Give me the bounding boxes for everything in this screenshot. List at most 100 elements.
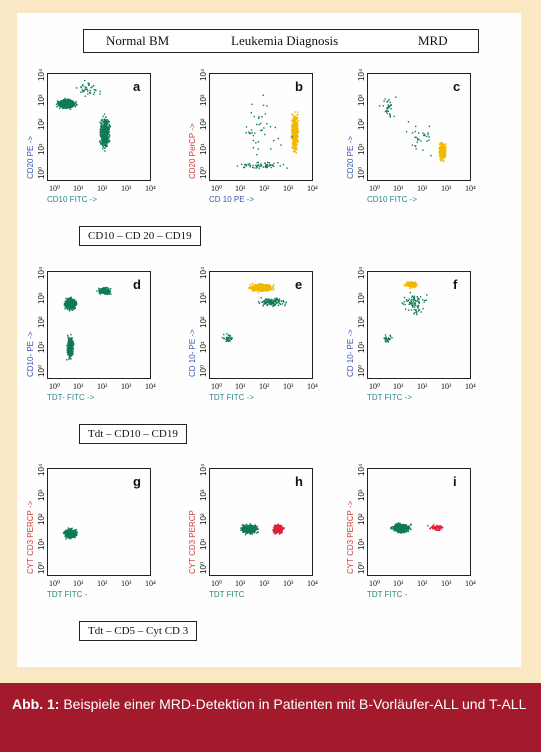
event-point xyxy=(65,536,67,538)
event-point xyxy=(417,310,420,312)
event-point xyxy=(59,107,61,110)
event-point xyxy=(295,135,297,138)
event-point xyxy=(102,142,104,144)
event-point xyxy=(75,530,77,532)
event-point xyxy=(266,299,268,301)
event-point xyxy=(292,136,294,138)
event-point xyxy=(386,101,388,103)
event-point xyxy=(267,300,269,302)
flow-plot-e: 10⁰ 10¹ 10² 10³ 10⁴ 10⁰ 10¹ 10² 10³ 10⁴ CD 10- PE … xyxy=(188,267,318,402)
event-point xyxy=(66,351,69,353)
event-point xyxy=(74,533,76,535)
event-point xyxy=(262,166,264,168)
event-point xyxy=(428,125,431,128)
event-point xyxy=(405,131,408,133)
event-point xyxy=(388,339,391,341)
event-point xyxy=(439,142,442,144)
event-point xyxy=(70,358,72,360)
event-point xyxy=(88,84,90,86)
event-point xyxy=(422,299,424,301)
event-point xyxy=(68,299,70,302)
event-point xyxy=(294,139,296,142)
event-point xyxy=(69,309,71,312)
event-point xyxy=(260,289,263,292)
event-point xyxy=(83,90,85,92)
event-point xyxy=(68,529,71,531)
event-point xyxy=(269,301,271,303)
event-point xyxy=(102,145,105,148)
event-point xyxy=(103,122,106,124)
event-point xyxy=(260,164,263,166)
event-point xyxy=(387,110,389,113)
panel-letter: c xyxy=(453,79,461,94)
event-point xyxy=(292,150,294,153)
event-point xyxy=(100,135,102,138)
event-point xyxy=(273,162,275,165)
event-point xyxy=(107,293,109,295)
event-point xyxy=(255,287,257,289)
event-point xyxy=(108,139,111,142)
event-point xyxy=(72,344,75,347)
x-tick-label: 10⁴ xyxy=(145,184,156,193)
event-point xyxy=(268,286,270,288)
event-point xyxy=(108,128,110,131)
event-point xyxy=(258,289,260,291)
event-point xyxy=(72,103,75,105)
event-point xyxy=(65,304,67,307)
event-point xyxy=(104,291,106,293)
event-point xyxy=(69,350,72,352)
event-point xyxy=(417,304,420,307)
event-point xyxy=(105,126,108,128)
event-point xyxy=(414,283,416,285)
event-point xyxy=(108,134,110,136)
event-point xyxy=(99,130,102,132)
scatter-svg-d: 10⁰ 10¹ 10² 10³ 10⁴ xyxy=(47,271,156,391)
event-point xyxy=(236,165,239,167)
event-point xyxy=(243,166,246,169)
event-point xyxy=(296,139,298,141)
event-point xyxy=(273,139,275,142)
event-point xyxy=(104,141,106,143)
event-point xyxy=(229,340,231,342)
event-point xyxy=(66,101,69,103)
plot-frame xyxy=(47,468,151,576)
event-point xyxy=(403,301,405,303)
event-point xyxy=(255,142,257,144)
event-point xyxy=(281,303,283,305)
event-point xyxy=(295,121,297,123)
event-point xyxy=(59,105,61,107)
event-point xyxy=(388,99,390,101)
event-point xyxy=(102,121,104,123)
event-point xyxy=(103,130,105,133)
event-point xyxy=(107,132,109,134)
header-mrd: MRD xyxy=(418,33,448,48)
event-point xyxy=(383,100,385,102)
event-point xyxy=(444,150,446,152)
event-point xyxy=(75,101,77,103)
event-point xyxy=(387,340,389,342)
event-point xyxy=(72,103,74,106)
event-point xyxy=(249,524,251,526)
event-point xyxy=(411,132,414,134)
event-point xyxy=(252,164,254,167)
event-point xyxy=(278,302,281,305)
event-point xyxy=(69,347,71,349)
event-point xyxy=(253,289,256,291)
event-point xyxy=(297,136,299,138)
y-axis-label: CD20 PE -> xyxy=(26,136,35,179)
event-point xyxy=(69,338,71,340)
event-point xyxy=(103,136,105,138)
event-point xyxy=(69,340,71,343)
event-point xyxy=(258,124,260,126)
event-point xyxy=(104,138,106,140)
event-point xyxy=(104,150,106,152)
x-tick-label: 10⁰ xyxy=(49,382,60,391)
flow-plot-d: 10⁰ 10¹ 10² 10³ 10⁴ 10⁰ 10¹ 10² 10³ 10⁴ CD10- PE -… xyxy=(26,267,156,402)
event-point xyxy=(441,149,443,151)
event-point xyxy=(104,292,106,294)
event-point xyxy=(107,291,109,293)
event-point xyxy=(248,287,250,289)
event-point xyxy=(80,86,82,89)
event-point xyxy=(441,143,444,146)
event-point xyxy=(67,306,70,308)
